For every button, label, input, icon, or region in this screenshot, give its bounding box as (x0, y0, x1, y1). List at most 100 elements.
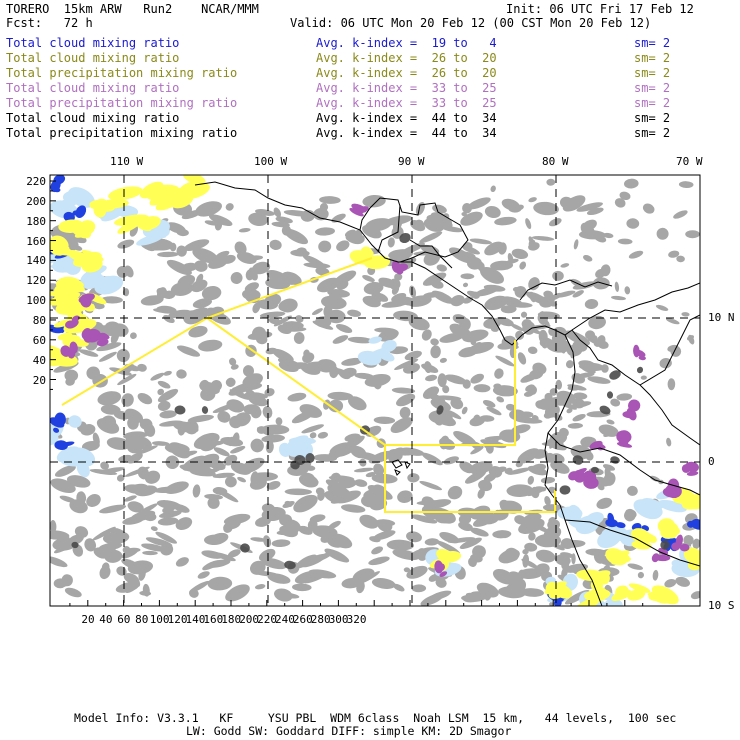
blue-cloud-patch (72, 210, 79, 216)
cloud-patch (152, 441, 170, 446)
cloud-patch (667, 378, 676, 391)
cloud-patch (567, 422, 583, 429)
x-grid-label: 200 (239, 613, 260, 626)
cloud-patch (478, 479, 493, 492)
yellow-cloud-patch (58, 219, 85, 233)
cloud-patch (444, 374, 467, 385)
cloud-patch (356, 581, 365, 594)
field-kindex-range: Avg. k-index = 44 to 34 (316, 111, 497, 125)
cloud-patch (99, 565, 111, 580)
cloud-patch (353, 229, 363, 238)
x-grid-label: 120 (167, 613, 188, 626)
dark-cell (436, 405, 444, 415)
cloud-patch (274, 591, 300, 599)
cloud-patch (205, 457, 226, 471)
cloud-patch (420, 593, 444, 606)
cloud-patch (490, 260, 514, 271)
yellow-cloud-patch (135, 221, 152, 232)
x-grid-label: 260 (292, 613, 313, 626)
cloud-patch (584, 298, 599, 310)
purple-cloud-patch (66, 319, 79, 329)
field-name: Total cloud mixing ratio (6, 36, 180, 50)
purple-cloud-patch (622, 411, 635, 419)
field-kindex-range: Avg. k-index = 19 to 4 (316, 36, 497, 50)
cloud-patch (139, 418, 153, 430)
model-info-line2: LW: Godd SW: Goddard DIFF: simple KM: 2D… (186, 724, 512, 738)
purple-cloud-patch (616, 430, 632, 444)
cloud-patch (266, 480, 281, 490)
cloud-patch (278, 360, 299, 373)
cloud-patch (179, 450, 198, 457)
cloud-patch (442, 226, 464, 233)
cloud-patch (540, 477, 556, 484)
cloud-patch (50, 556, 68, 568)
cloud-patch (430, 398, 452, 411)
cloud-patch (434, 419, 443, 426)
field-name: Total precipitation mixing ratio (6, 126, 238, 140)
y-grid-label: 80 (32, 313, 47, 327)
cloud-patch (315, 266, 330, 276)
x-grid-label: 80 (135, 613, 149, 626)
cloud-patch (64, 587, 82, 598)
cloud-patch (392, 583, 405, 592)
cloud-patch (656, 227, 669, 240)
field-kindex-range: Avg. k-index = 44 to 34 (316, 126, 497, 140)
y-grid-label: 100 (26, 294, 47, 308)
cloud-patch (215, 250, 230, 260)
cloud-patch (365, 472, 376, 478)
dark-cell (71, 541, 79, 549)
cloud-patch (593, 233, 607, 243)
field-kindex-range: Avg. k-index = 26 to 20 (316, 66, 497, 80)
cloud-patch (462, 203, 472, 214)
cloud-patch (330, 494, 349, 504)
cloud-patch (406, 565, 428, 579)
y-grid-label: 200 (26, 194, 47, 208)
field-smoothing: sm= 2 (634, 51, 671, 65)
x-grid-label: 40 (99, 613, 113, 626)
cloud-patch (567, 385, 581, 391)
cloud-patch (470, 554, 483, 563)
cloud-patch (230, 364, 239, 370)
cloud-patch (124, 408, 144, 423)
cloud-patch (624, 286, 631, 295)
cloud-patch (157, 517, 179, 526)
cloud-patch (200, 436, 219, 452)
cloud-patch (251, 261, 271, 275)
cloud-patch (582, 219, 597, 232)
cloud-patch (192, 298, 212, 309)
cloud-patch (305, 361, 333, 371)
cloud-patch (637, 571, 645, 579)
cloud-patch (556, 390, 576, 404)
cloud-patch (411, 514, 438, 524)
cloud-patch (462, 282, 469, 288)
cloud-patch (550, 461, 570, 474)
cloud-patch (500, 305, 517, 314)
cloud-patch (611, 295, 626, 301)
cloud-patch (279, 514, 293, 526)
cloud-patch (470, 339, 477, 346)
field-kindex-range: Avg. k-index = 33 to 25 (316, 96, 497, 110)
cloud-patch (212, 440, 225, 446)
yellow-cloud-patch (50, 291, 70, 298)
cloud-patch (141, 543, 167, 552)
cloud-patch (511, 248, 529, 259)
yellow-cloud-patch (618, 553, 630, 562)
cloud-patch (428, 410, 453, 425)
purple-cloud-patch (568, 471, 579, 481)
cloud-patch (362, 295, 381, 308)
cloud-patch (494, 216, 517, 226)
cloud-patch (444, 409, 462, 420)
yellow-cloud-patch (74, 228, 95, 238)
cloud-patch (96, 418, 120, 434)
cloud-patch (469, 461, 493, 474)
cloud-patch (470, 446, 484, 455)
cloud-patch (364, 373, 391, 387)
cloud-patch (443, 456, 459, 465)
cloud-patch (344, 433, 361, 442)
cloud-patch (115, 581, 140, 593)
x-grid-label: 160 (203, 613, 224, 626)
cloud-patch (50, 530, 70, 540)
cloud-patch (200, 387, 216, 402)
cloud-patch (100, 461, 110, 470)
cloud-patch (281, 225, 292, 236)
